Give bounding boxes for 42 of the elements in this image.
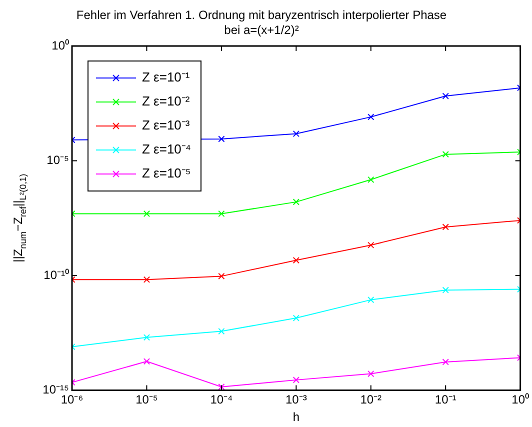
y-tick-label: 10⁻¹⁰: [44, 268, 69, 282]
x-tick-label: 10⁻⁶: [60, 392, 84, 407]
x-tick-label: 10⁻³: [285, 392, 307, 407]
point: [442, 151, 449, 158]
point: [143, 210, 150, 218]
point: [442, 358, 449, 366]
point: [218, 136, 225, 142]
y-axis-title: ||Znum−Zref||L²(0,1): [11, 174, 28, 262]
x-tick-label: 10⁻⁵: [136, 392, 158, 407]
x-tick-label: 10⁻⁴: [210, 392, 233, 407]
point: [292, 314, 300, 322]
chart-title: Fehler im Verfahren 1. Ordnung mit baryzentrisch interpolierter Phase bei a=(x+1/2)²: [76, 8, 447, 37]
legend-label: Z ε=10⁻⁴: [142, 142, 191, 157]
point: [143, 334, 150, 341]
point: [368, 242, 374, 248]
legend-label: Z ε=10⁻⁵: [142, 166, 191, 181]
point: [442, 224, 449, 230]
point: [292, 130, 300, 138]
x-tick-label: 10⁻¹: [434, 392, 456, 407]
y-tick-label: 10⁻⁵: [46, 153, 70, 168]
point: [442, 286, 449, 294]
x-axis-title: h: [292, 410, 300, 424]
point: [218, 210, 225, 218]
y-tick-label: 10⁰: [52, 38, 69, 52]
legend-label: Z ε=10⁻²: [142, 94, 190, 109]
point: [368, 114, 374, 120]
point: [292, 198, 300, 206]
point: [368, 296, 374, 304]
point: [368, 176, 374, 183]
point: [218, 384, 225, 390]
point: [442, 92, 449, 100]
legend-label: Z ε=10⁻³: [142, 118, 190, 133]
point: [143, 276, 150, 283]
x-tick-label: 10⁻²: [360, 392, 382, 407]
point: [368, 370, 374, 378]
point: [292, 376, 300, 384]
point: [292, 256, 300, 264]
legend-label: Z ε=10⁻¹: [142, 70, 190, 85]
x-tick-label: 10⁰: [512, 392, 530, 407]
point: [218, 272, 225, 280]
point: [143, 358, 150, 365]
point: [218, 328, 225, 335]
